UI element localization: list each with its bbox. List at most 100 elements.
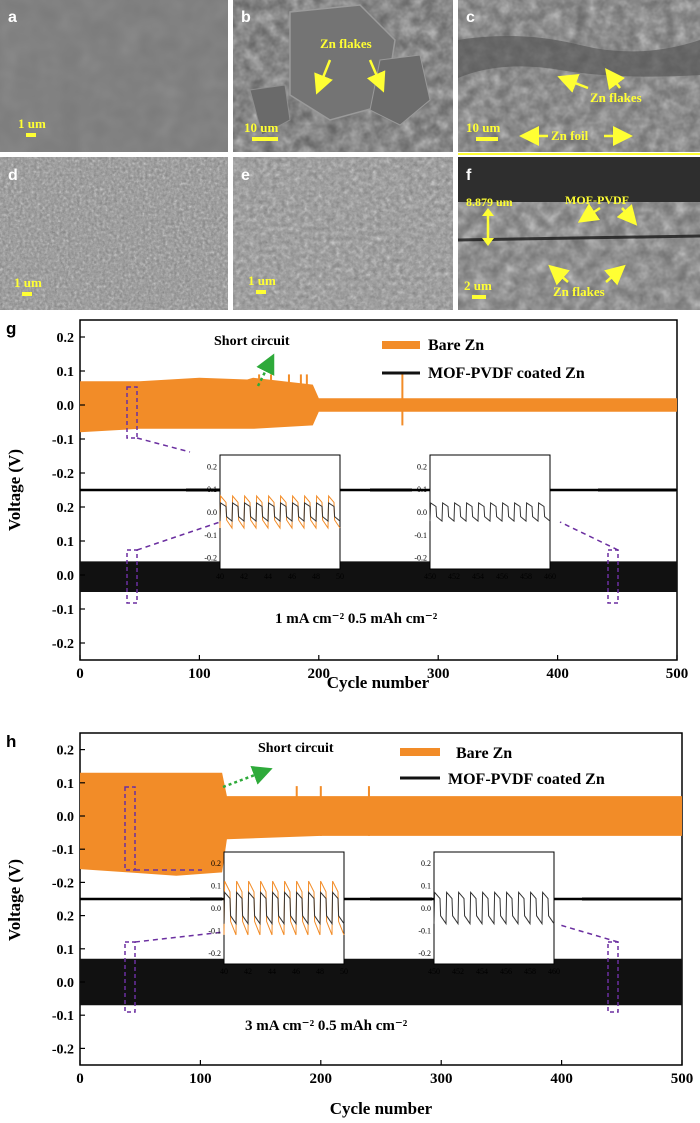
x-tick-label: 100 (189, 1071, 212, 1087)
sem-panel-f: f 8.879 um MOF-PVDF Zn flakes 2 um (457, 157, 700, 310)
inset-x-tick-label: 44 (264, 572, 272, 581)
connector-line (134, 931, 225, 943)
highlight-box (124, 786, 136, 871)
y-tick-label: 0.1 (57, 943, 75, 958)
inset-x-tick-label: 50 (340, 967, 348, 976)
y-tick-label: -0.2 (52, 637, 74, 652)
y-tick-label: 0.2 (57, 910, 75, 925)
inset-y-tick-label: -0.1 (418, 926, 431, 935)
x-tick-label: 200 (310, 1071, 333, 1087)
arrow-icon (557, 74, 589, 93)
inset-x-tick-label: 40 (216, 572, 224, 581)
inset-x-tick-label: 458 (520, 572, 532, 581)
inset-chart: 0.2 0.1 0.0 -0.1 -0.2 40 42 44 46 48 50 (204, 454, 344, 581)
sem-panel-letter: a (8, 9, 17, 26)
legend-label-bare: Bare Zn (428, 337, 484, 354)
inset-x-tick-label: 456 (500, 967, 512, 976)
voltage-chart-g: g 0.20.10.0-0.1-0.20.20.10.0-0.1-0.20 100… (5, 319, 688, 692)
annotation-label: MOF-PVDF (565, 193, 629, 207)
x-tick-label: 300 (427, 666, 450, 682)
inset-y-tick-label: -0.2 (414, 554, 427, 563)
inset-y-tick-label: 0.0 (211, 904, 221, 913)
annotation-label: 8.879 um (466, 195, 513, 209)
legend-label-bare: Bare Zn (456, 745, 512, 762)
inset-chart: 0.2 0.1 0.0 -0.1 -0.2 40 42 44 46 48 50 (208, 851, 348, 976)
inset-x-tick-label: 42 (244, 967, 252, 976)
arrow-icon (482, 208, 494, 216)
inset-y-tick-label: 0.0 (421, 904, 431, 913)
inset-y-tick-label: 0.1 (421, 882, 431, 891)
short-circuit-arrow-icon (222, 765, 273, 789)
inset-x-tick-label: 44 (268, 967, 276, 976)
sem-panel-letter: f (466, 167, 472, 184)
inset-y-tick-label: -0.1 (414, 531, 427, 540)
x-axis-label: Cycle number (330, 1099, 433, 1118)
x-tick-label: 0 (76, 666, 84, 682)
inset-x-tick-label: 48 (312, 572, 320, 581)
inset-coated-zn-line (223, 890, 345, 926)
y-tick-label: 0.0 (57, 399, 75, 414)
scale-bar-label: 10 um (466, 120, 500, 135)
scale-bar-label: 1 um (248, 273, 276, 288)
sem-panel-letter: d (8, 167, 18, 184)
highlight-box (126, 549, 138, 604)
short-circuit-label: Short circuit (258, 741, 334, 756)
scale-bar (252, 137, 278, 141)
y-tick-label: -0.2 (52, 876, 74, 891)
x-tick-label: 200 (308, 666, 331, 682)
arrow-icon (482, 238, 494, 246)
y-tick-label: 0.2 (57, 744, 75, 759)
scale-bar (472, 295, 486, 299)
legend: Bare Zn MOF-PVDF coated Zn (382, 337, 585, 382)
series-bare-zn-band (80, 377, 677, 433)
legend-label-coated: MOF-PVDF coated Zn (448, 771, 605, 788)
highlight-box (126, 386, 138, 439)
inset-x-tick-label: 452 (452, 967, 464, 976)
sem-panel-letter: e (241, 167, 250, 184)
inset-coated-zn-line (433, 890, 555, 926)
scale-bar-label: 1 um (18, 116, 46, 131)
y-tick-label: -0.1 (52, 1009, 74, 1024)
sem-panels: a 1 um b Zn flakes 10 um c Zn flakes (0, 0, 700, 310)
highlight-box (607, 941, 619, 1013)
connector-line (559, 521, 619, 551)
y-axis-label: Voltage (V) (5, 449, 24, 531)
x-tick-label: 300 (430, 1071, 453, 1087)
sem-panel-letter: b (241, 9, 251, 26)
y-tick-label: -0.1 (52, 843, 74, 858)
y-axis-label: Voltage (V) (5, 859, 24, 941)
inset-y-tick-label: 0.2 (417, 462, 427, 471)
inset-x-tick-label: 46 (288, 572, 296, 581)
arrow-icon (577, 203, 601, 223)
test-condition: 3 mA cm⁻² 0.5 mAh cm⁻² (245, 1018, 408, 1034)
x-tick-label: 500 (666, 666, 689, 682)
inset-x-tick-label: 46 (292, 967, 300, 976)
inset-x-tick-label: 454 (472, 572, 484, 581)
inset-x-tick-label: 452 (448, 572, 460, 581)
scale-bar-label: 2 um (464, 278, 492, 293)
inset-y-tick-label: 0.1 (207, 485, 217, 494)
test-condition: 1 mA cm⁻² 0.5 mAh cm⁻² (275, 611, 438, 627)
inset-x-tick-label: 450 (428, 967, 440, 976)
sem-panel-b: b Zn flakes 10 um (233, 0, 453, 152)
inset-x-tick-label: 454 (476, 967, 488, 976)
inset-x-tick-label: 460 (544, 572, 556, 581)
inset-x-tick-label: 40 (220, 967, 228, 976)
inset-y-tick-label: -0.1 (208, 926, 221, 935)
scale-bar (26, 133, 36, 137)
y-tick-label: 0.1 (57, 535, 75, 550)
x-tick-label: 400 (550, 1071, 573, 1087)
inset-coated-zn-line (219, 501, 341, 523)
highlight-box (124, 941, 136, 1013)
y-tick-label: -0.2 (52, 467, 74, 482)
highlight-box (607, 549, 619, 604)
inset-y-tick-label: 0.2 (211, 859, 221, 868)
short-circuit-arrow-icon (256, 353, 275, 387)
scale-bar-label: 1 um (14, 275, 42, 290)
sem-panel-letter: c (466, 9, 475, 26)
inset-x-tick-label: 50 (336, 572, 344, 581)
inset-y-tick-label: 0.1 (211, 882, 221, 891)
inset-x-tick-label: 48 (316, 967, 324, 976)
inset-x-tick-label: 456 (496, 572, 508, 581)
scale-bar (256, 290, 266, 294)
